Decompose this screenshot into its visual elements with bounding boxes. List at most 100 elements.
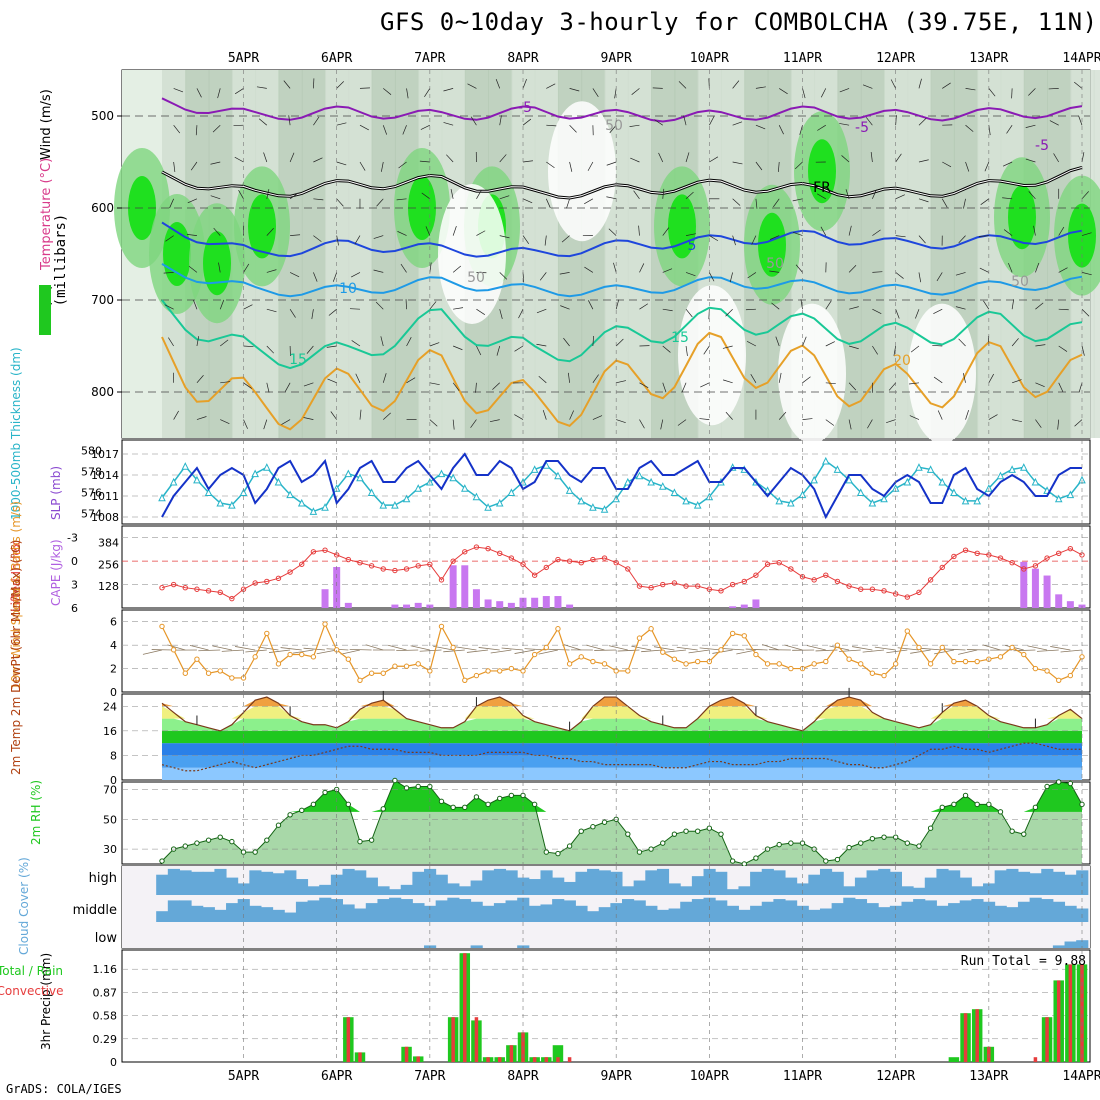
lifted-index-point	[881, 588, 887, 594]
upper-wind-barb	[544, 235, 547, 246]
upper-wind-barb	[839, 88, 850, 93]
thickness-point	[565, 486, 574, 494]
cloud-cell	[237, 883, 250, 895]
thickness-point	[624, 477, 632, 486]
upper-wind-barb	[1011, 88, 1013, 99]
wind-speed-point	[1009, 644, 1015, 651]
upper-wind-barb	[732, 80, 740, 89]
cloud-cell	[668, 908, 681, 922]
upper-wind-barb	[489, 419, 500, 423]
upper-wind-barb	[778, 411, 787, 420]
cloud-cell	[424, 905, 437, 922]
contour-label: 50	[467, 270, 485, 286]
surface-wind-barb	[1060, 649, 1083, 653]
upper-wind-barb	[771, 302, 780, 310]
surface-wind-barb	[699, 647, 722, 651]
lifted-index-point	[951, 553, 957, 560]
upper-wind-barb	[499, 154, 507, 163]
upper-wind-barb	[396, 198, 407, 201]
upper-wind-barb	[196, 88, 202, 98]
upper-wind-barb	[652, 87, 663, 89]
cloud-cell	[738, 909, 751, 922]
lifted-index-point	[578, 560, 584, 566]
upper-wind-barb	[212, 124, 221, 133]
cloud-cell	[179, 870, 192, 895]
cloud-cell	[680, 886, 693, 895]
upper-wind-barb	[376, 198, 384, 207]
upper-wind-barb	[306, 345, 314, 354]
upper-wind-barb	[1033, 225, 1036, 236]
upper-wind-barb	[893, 345, 897, 356]
date-label-top: 14APR	[1062, 51, 1100, 66]
cloud-cell	[179, 900, 192, 922]
upper-wind-barb	[1012, 379, 1022, 384]
upper-wind-barb	[169, 198, 174, 209]
upper-wind-barb	[816, 193, 826, 200]
upper-wind-barb	[933, 308, 943, 315]
cloud-cell	[750, 871, 763, 895]
wind-speed-point	[450, 644, 456, 651]
surface-wind-barb	[538, 649, 559, 655]
lifted-index-point	[473, 544, 480, 550]
lifted-index-point	[823, 572, 829, 578]
cloud-cell	[831, 903, 844, 922]
cloud-cell	[237, 899, 250, 922]
upper-wind-barb	[380, 336, 384, 347]
thickness-point	[228, 500, 236, 509]
upper-wind-barb	[545, 198, 551, 209]
rh2m-point	[368, 837, 375, 843]
upper-wind-barb	[769, 235, 780, 240]
upper-wind-barb	[429, 382, 440, 386]
cloud-cell	[1017, 901, 1031, 922]
lifted-index-point	[1044, 555, 1050, 561]
rh2m-point	[601, 819, 608, 825]
cloud-cell	[1029, 873, 1042, 895]
upper-wind-barb	[476, 345, 482, 356]
upper-wind-barb	[795, 264, 803, 273]
wind-speed-line	[161, 622, 1083, 682]
upper-wind-barb	[936, 272, 943, 282]
upper-wind-barb	[1002, 161, 1013, 167]
cloud-cell	[400, 884, 413, 895]
upper-wind-barb	[290, 234, 301, 236]
rh-saturated-region	[203, 231, 231, 296]
cloud-cell	[645, 870, 658, 895]
upper-wind-barb	[536, 308, 547, 314]
cloud-cell	[622, 899, 635, 922]
cloud-cell	[447, 897, 460, 922]
wind-speed-point	[368, 670, 375, 676]
surface-wind-barb	[982, 644, 1001, 651]
upper-wind-barb	[373, 269, 384, 273]
cloud-cell	[715, 871, 728, 895]
temp-contour-15	[161, 299, 1083, 370]
upper-wind-barb	[613, 262, 617, 273]
upper-wind-barb	[755, 198, 758, 209]
lifted-index-point	[275, 575, 282, 582]
upper-wind-barb	[662, 188, 665, 199]
upper-wind-barb	[173, 161, 176, 172]
rh-band	[627, 70, 653, 438]
upper-wind-barb	[281, 419, 291, 425]
upper-wind-barb	[196, 416, 207, 420]
upper-wind-barb	[709, 156, 719, 163]
upper-wind-barb	[841, 155, 850, 163]
upper-wind-barb	[243, 345, 254, 348]
wind-speed-point	[170, 647, 177, 653]
cloud-cell	[458, 886, 472, 895]
rh2m-point	[1021, 831, 1027, 837]
cloud-cell	[913, 887, 926, 895]
upper-wind-barb	[872, 271, 883, 273]
precip-convective-bar	[963, 1013, 968, 1062]
cloud-cell	[342, 868, 355, 895]
rh2m-point	[415, 783, 421, 790]
thickness-point	[321, 503, 329, 511]
slp-ytick-label: 1017	[91, 448, 119, 461]
cloud-row-bg	[122, 922, 1090, 948]
upper-wind-barb	[243, 304, 253, 310]
upper-wind-barb	[802, 418, 813, 420]
wind-speed-point	[753, 651, 759, 658]
date-label-bottom: 12APR	[876, 1069, 915, 1084]
contour-label: 10	[339, 281, 357, 297]
thickness-point	[414, 484, 423, 492]
temp-contour-20	[161, 331, 1083, 431]
